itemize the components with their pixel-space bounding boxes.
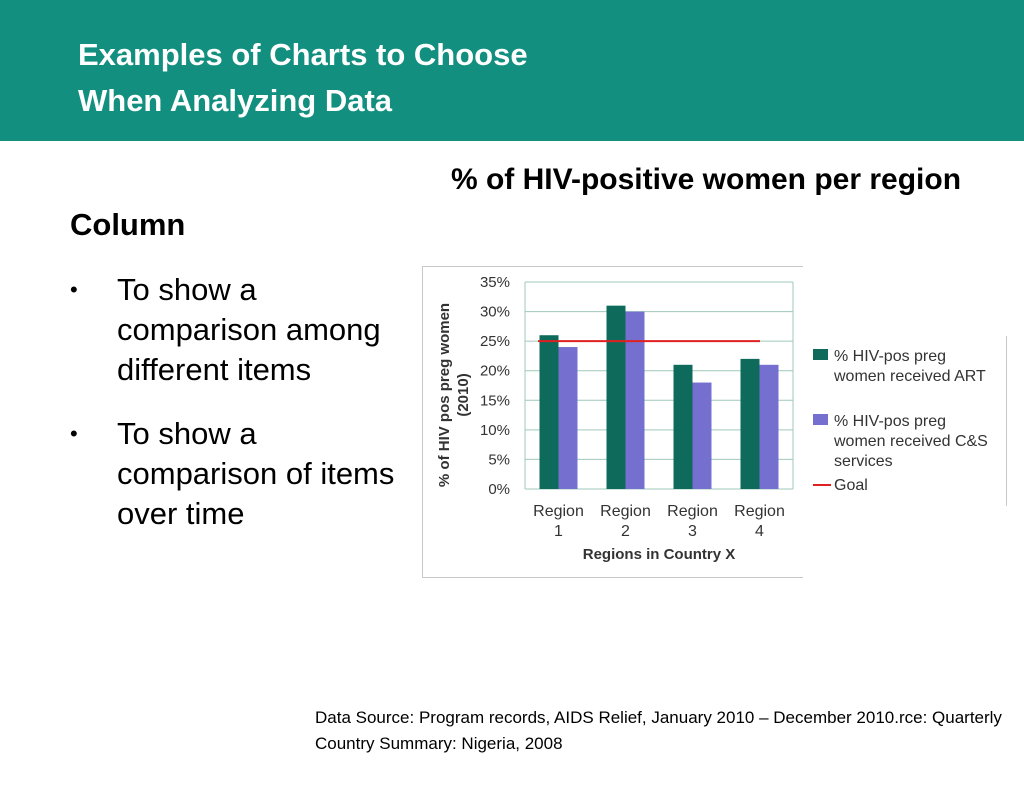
y-tick-label: 20% — [480, 363, 510, 380]
legend-frame — [806, 336, 1007, 506]
x-tick-label-number: 3 — [688, 523, 697, 540]
section-title: Column — [70, 207, 186, 242]
y-tick-label: 15% — [480, 392, 510, 409]
legend-swatch-art — [813, 349, 828, 360]
source-line-2: Country Summary: Nigeria, 2008 — [315, 734, 563, 753]
bar-cs — [759, 364, 779, 489]
y-tick-label: 25% — [480, 333, 510, 350]
bullet-item: • To show a comparison among different i… — [70, 270, 400, 390]
legend-label-cs-line-3: services — [834, 453, 893, 470]
bar-art — [673, 364, 693, 489]
legend-label-cs-line-2: women received C&S — [833, 433, 988, 450]
y-tick-label: 0% — [488, 481, 510, 498]
legend-label-art: % HIV-pos preg — [834, 348, 946, 365]
y-tick-label: 35% — [480, 274, 510, 291]
chart-title: % of HIV-positive women per region — [450, 163, 962, 196]
y-tick-label: 10% — [480, 422, 510, 439]
y-axis-title: % of HIV pos preg women — [436, 303, 453, 487]
slide-title-line-2: When Analyzing Data — [78, 83, 393, 118]
data-source-note: Data Source: Program records, AIDS Relie… — [315, 705, 1005, 757]
bar-art — [606, 305, 626, 489]
x-tick-label-number: 1 — [554, 523, 563, 540]
legend-swatch-cs — [813, 414, 828, 425]
x-tick-label-number: 2 — [621, 523, 630, 540]
source-line-1: Data Source: Program records, AIDS Relie… — [315, 708, 1002, 727]
y-axis-title-year: (2010) — [455, 373, 472, 416]
y-tick-label: 5% — [488, 451, 510, 468]
bullet-text: To show a comparison of items over time — [117, 416, 395, 531]
bar-cs — [625, 311, 645, 489]
bullet-icon: • — [70, 277, 78, 302]
slide-title: Examples of Charts to Choose When Analyz… — [78, 32, 528, 124]
bullet-list: • To show a comparison among different i… — [70, 270, 400, 558]
header-bar: Examples of Charts to Choose When Analyz… — [0, 0, 1024, 141]
bar-art — [740, 358, 760, 489]
legend-label-goal: Goal — [834, 477, 868, 494]
bullet-icon: • — [70, 421, 78, 446]
y-tick-label: 30% — [480, 304, 510, 321]
bar-cs — [692, 382, 712, 489]
x-tick-label: Region — [533, 503, 584, 520]
x-tick-label-number: 4 — [755, 523, 764, 540]
x-tick-label: Region — [667, 503, 718, 520]
x-tick-label: Region — [600, 503, 651, 520]
legend-label-cs: % HIV-pos preg — [834, 413, 946, 430]
bar-art — [539, 335, 559, 489]
slide-title-line-1: Examples of Charts to Choose — [78, 37, 528, 72]
bullet-item: • To show a comparison of items over tim… — [70, 414, 400, 534]
x-axis-title: Regions in Country X — [583, 546, 736, 563]
bar-cs — [558, 347, 578, 489]
legend-label-art-line-2: women received ART — [833, 368, 986, 385]
x-tick-label: Region — [734, 503, 785, 520]
bullet-text: To show a comparison among different ite… — [117, 272, 381, 387]
